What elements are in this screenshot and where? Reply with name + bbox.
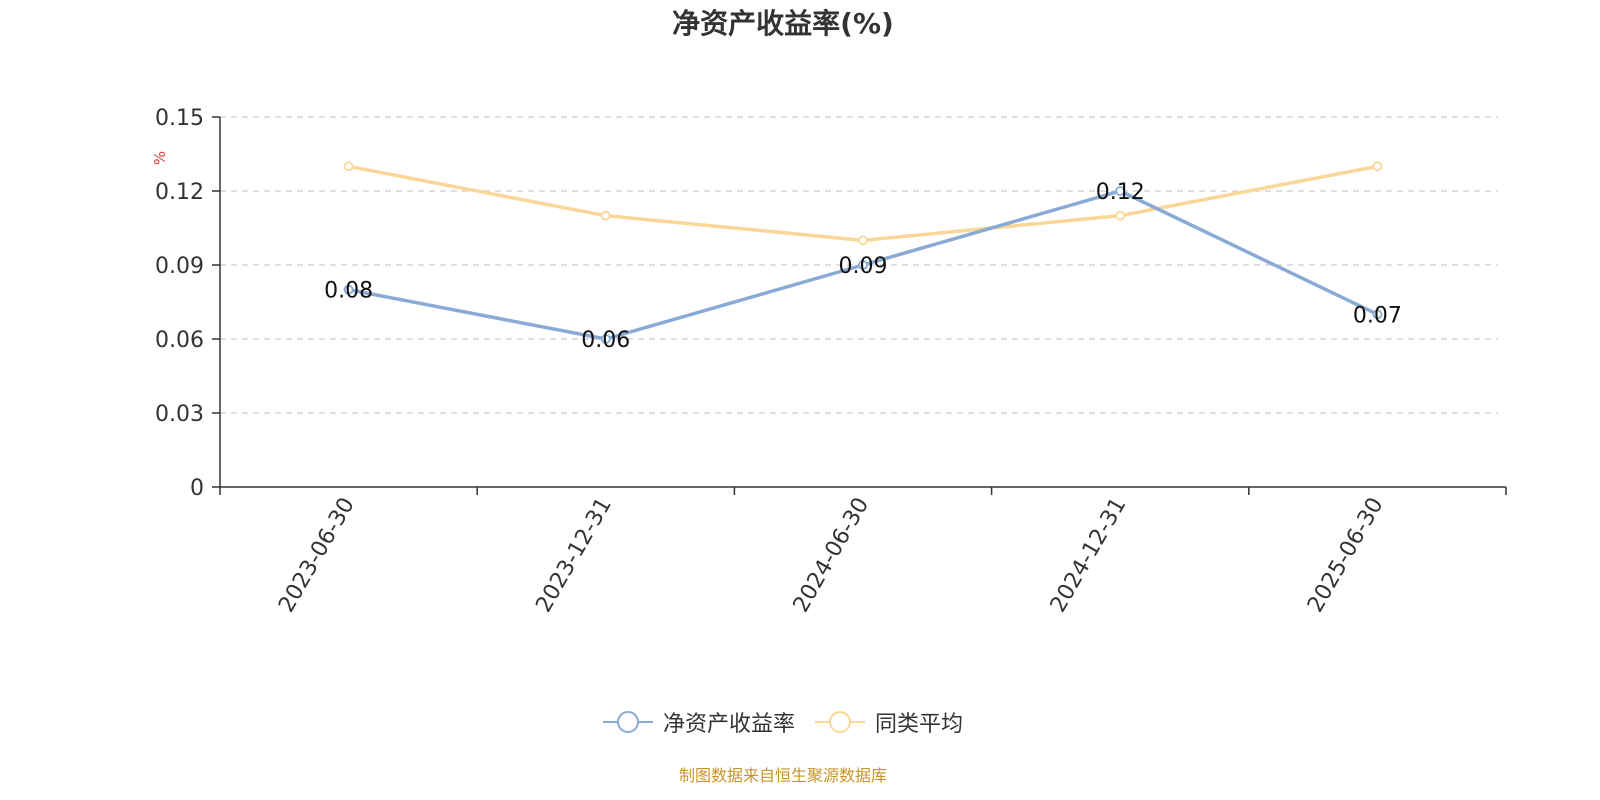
- x-tick-label: 2023-12-31: [531, 494, 617, 617]
- y-tick-label: 0.12: [155, 180, 204, 205]
- legend-label: 净资产收益率: [662, 712, 795, 737]
- series-line: [348, 164, 1378, 243]
- data-point: [600, 210, 611, 221]
- data-point: [600, 334, 611, 344]
- legend-label: 同类平均: [875, 712, 964, 737]
- data-point: [858, 235, 868, 246]
- data-label: 0.08: [324, 279, 373, 304]
- y-tick-label: 0.09: [155, 254, 204, 279]
- source-note: 制图数据来自恒生聚源数据库: [678, 766, 887, 785]
- y-tick-label: 0: [190, 476, 204, 501]
- legend-swatch-icon: [602, 711, 653, 733]
- x-tick-label: 2023-06-30: [274, 494, 360, 617]
- chart-title: 净资产收益率(%): [672, 7, 894, 40]
- y-tick-label: 0.06: [155, 328, 204, 353]
- x-tick-label: 2025-06-30: [1303, 494, 1389, 617]
- y-tick-label: 0.15: [155, 106, 204, 131]
- data-label: 0.12: [1096, 180, 1145, 205]
- data-label: 0.06: [581, 328, 630, 353]
- legend-swatch-icon: [815, 711, 865, 733]
- data-point: [1115, 210, 1126, 221]
- data-point: [858, 260, 868, 270]
- legend-item[interactable]: 净资产收益率: [602, 706, 795, 738]
- x-tick-label: 2024-06-30: [789, 494, 875, 617]
- data-point: [1372, 161, 1383, 172]
- data-label: 0.07: [1353, 303, 1402, 328]
- data-label: 0.09: [839, 254, 888, 279]
- data-point: [343, 161, 354, 172]
- data-point: [1115, 186, 1126, 196]
- gridlines: [220, 116, 1498, 414]
- data-point: [343, 284, 354, 295]
- legend-swatch-marker: [829, 711, 851, 733]
- axes: 0 0.03 0.06 0.09 0.12 0.15% 2023-06-30 2023-12-…: [151, 106, 1507, 617]
- legend: 净资产收益率 同类平均: [0, 706, 1566, 738]
- legend-item[interactable]: 同类平均: [815, 706, 963, 738]
- y-axis-label: %: [151, 151, 169, 165]
- x-tick-label: 2024-12-31: [1046, 494, 1132, 617]
- series: [343, 161, 1383, 344]
- y-tick-label: 0.03: [155, 402, 204, 427]
- data-labels: 0.08 0.06 0.09 0.12 0.07: [324, 180, 1402, 353]
- legend-swatch-marker: [616, 711, 639, 733]
- data-point: [1372, 309, 1383, 320]
